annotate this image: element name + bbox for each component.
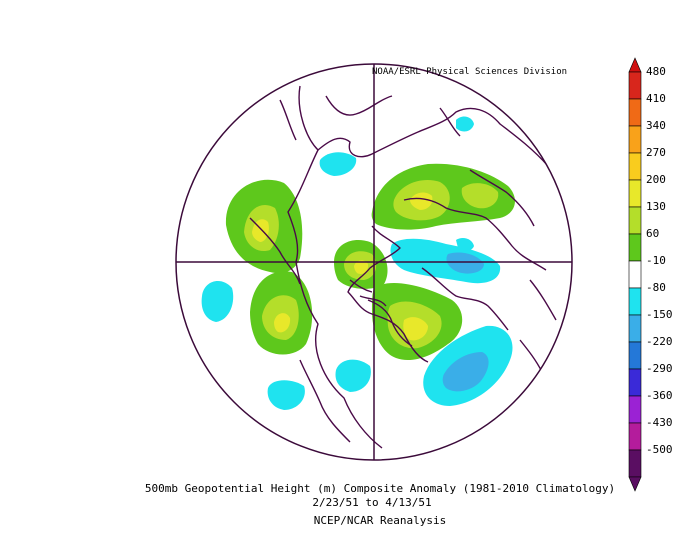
negative-anomaly-europe [456, 238, 474, 251]
colorbar-swatch [628, 449, 642, 478]
colorbar-swatch [628, 422, 642, 451]
colorbar-label: -500 [646, 443, 673, 456]
colorbar-label: -80 [646, 281, 666, 294]
colorbar-label: -220 [646, 335, 673, 348]
colorbar-bottom-arrow [628, 476, 642, 492]
positive-anomaly-southwest-core [274, 313, 291, 333]
colorbar-swatch [628, 71, 642, 100]
negative-anomaly-mexico [267, 380, 305, 410]
colorbar [628, 57, 642, 492]
negative-anomaly-gulf [335, 359, 371, 392]
colorbar-swatch [628, 287, 642, 316]
negative-anomaly-siberia-core [446, 252, 484, 274]
colorbar-swatch [628, 233, 642, 262]
positive-anomaly-eurasia-core [410, 192, 433, 210]
caption-line1: 500mb Geopotential Height (m) Composite … [144, 482, 616, 495]
positive-anomaly-atlantic-core [403, 317, 428, 341]
colorbar-label: 410 [646, 92, 666, 105]
colorbar-swatch [628, 395, 642, 424]
caption-line3: NCEP/NCAR Reanalysis [313, 514, 447, 527]
map-disk-outline [175, 63, 573, 461]
colorbar-label: 480 [646, 65, 666, 78]
colorbar-swatch [628, 206, 642, 235]
colorbar-label: 340 [646, 119, 666, 132]
negative-anomaly-pacific-south [201, 281, 234, 322]
colorbar-swatch [628, 152, 642, 181]
colorbar-swatch [628, 260, 642, 289]
colorbar-label: -360 [646, 389, 673, 402]
colorbar-label: -150 [646, 308, 673, 321]
colorbar-swatch [628, 125, 642, 154]
positive-anomaly-eurasia-east [461, 183, 499, 209]
colorbar-label: 200 [646, 173, 666, 186]
colorbar-label: 60 [646, 227, 660, 240]
colorbar-label: 270 [646, 146, 666, 159]
colorbar-label: 130 [646, 200, 666, 213]
colorbar-label: -430 [646, 416, 673, 429]
negative-anomaly-siberia [390, 238, 501, 284]
negative-anomaly-bering [319, 152, 357, 176]
colorbar-top-arrow [628, 57, 642, 73]
positive-anomaly-arctic-core [354, 260, 369, 274]
colorbar-swatch [628, 314, 642, 343]
negative-anomaly-japan [456, 116, 474, 132]
colorbar-swatch [628, 341, 642, 370]
colorbar-swatch [628, 98, 642, 127]
caption-line2: 2/23/51 to 4/13/51 [312, 496, 432, 509]
credit-text: NOAA/ESRL Physical Sciences Division [372, 67, 568, 77]
colorbar-label: -10 [646, 254, 666, 267]
colorbar-swatch [628, 179, 642, 208]
colorbar-label: -290 [646, 362, 673, 375]
colorbar-swatch [628, 368, 642, 397]
negative-anomaly-atlantic-core [442, 352, 489, 392]
